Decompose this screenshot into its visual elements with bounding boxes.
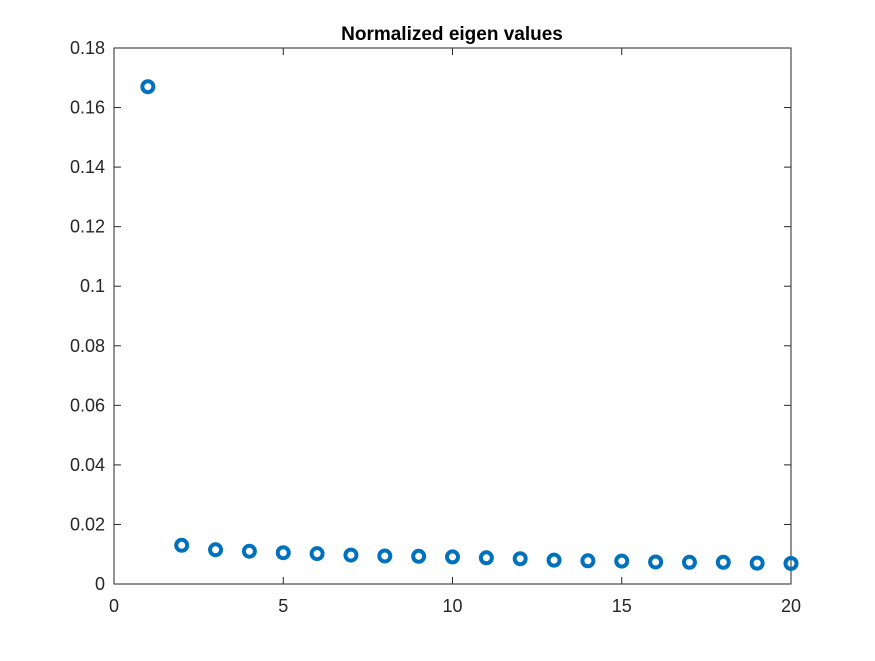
x-tick-label: 5 <box>278 596 288 616</box>
plot-area <box>113 47 792 585</box>
data-point <box>445 549 460 565</box>
y-tick-label: 0.02 <box>70 514 105 534</box>
data-point <box>546 552 562 568</box>
data-point <box>377 548 393 564</box>
data-point <box>580 553 596 569</box>
x-tick-label: 20 <box>781 596 801 616</box>
data-point <box>478 550 494 566</box>
y-tick-label: 0 <box>95 574 105 594</box>
y-axis-ticks: 0 0.02 0.04 0.06 0.08 0.1 0.12 0.14 0.16 0.18 <box>70 38 791 594</box>
x-tick-label: 15 <box>612 596 632 616</box>
y-tick-label: 0.08 <box>70 336 105 356</box>
data-point <box>208 542 224 558</box>
data-point <box>140 79 156 95</box>
data-point <box>309 546 325 562</box>
y-tick-label: 0.1 <box>80 276 105 296</box>
chart-title: Normalized eigen values <box>341 24 563 45</box>
data-point <box>343 547 359 563</box>
data-point <box>411 548 427 564</box>
data-point <box>275 545 291 561</box>
x-axis-ticks: 0 5 10 15 20 <box>109 48 801 616</box>
y-tick-label: 0.04 <box>70 455 105 475</box>
data-point <box>512 551 528 567</box>
data-point <box>749 555 765 571</box>
data-point <box>715 554 731 570</box>
data-points <box>140 79 799 571</box>
data-point <box>783 555 799 571</box>
data-point <box>681 554 697 570</box>
y-tick-label: 0.06 <box>70 395 105 415</box>
x-tick-label: 0 <box>109 596 119 616</box>
y-tick-label: 0.12 <box>70 217 105 237</box>
data-point <box>174 537 190 553</box>
x-tick-label: 10 <box>442 596 462 616</box>
data-point <box>614 553 630 569</box>
y-tick-label: 0.16 <box>70 98 105 118</box>
y-tick-label: 0.18 <box>70 38 105 58</box>
data-point <box>241 543 257 559</box>
y-tick-label: 0.14 <box>70 157 105 177</box>
data-point <box>648 554 664 570</box>
